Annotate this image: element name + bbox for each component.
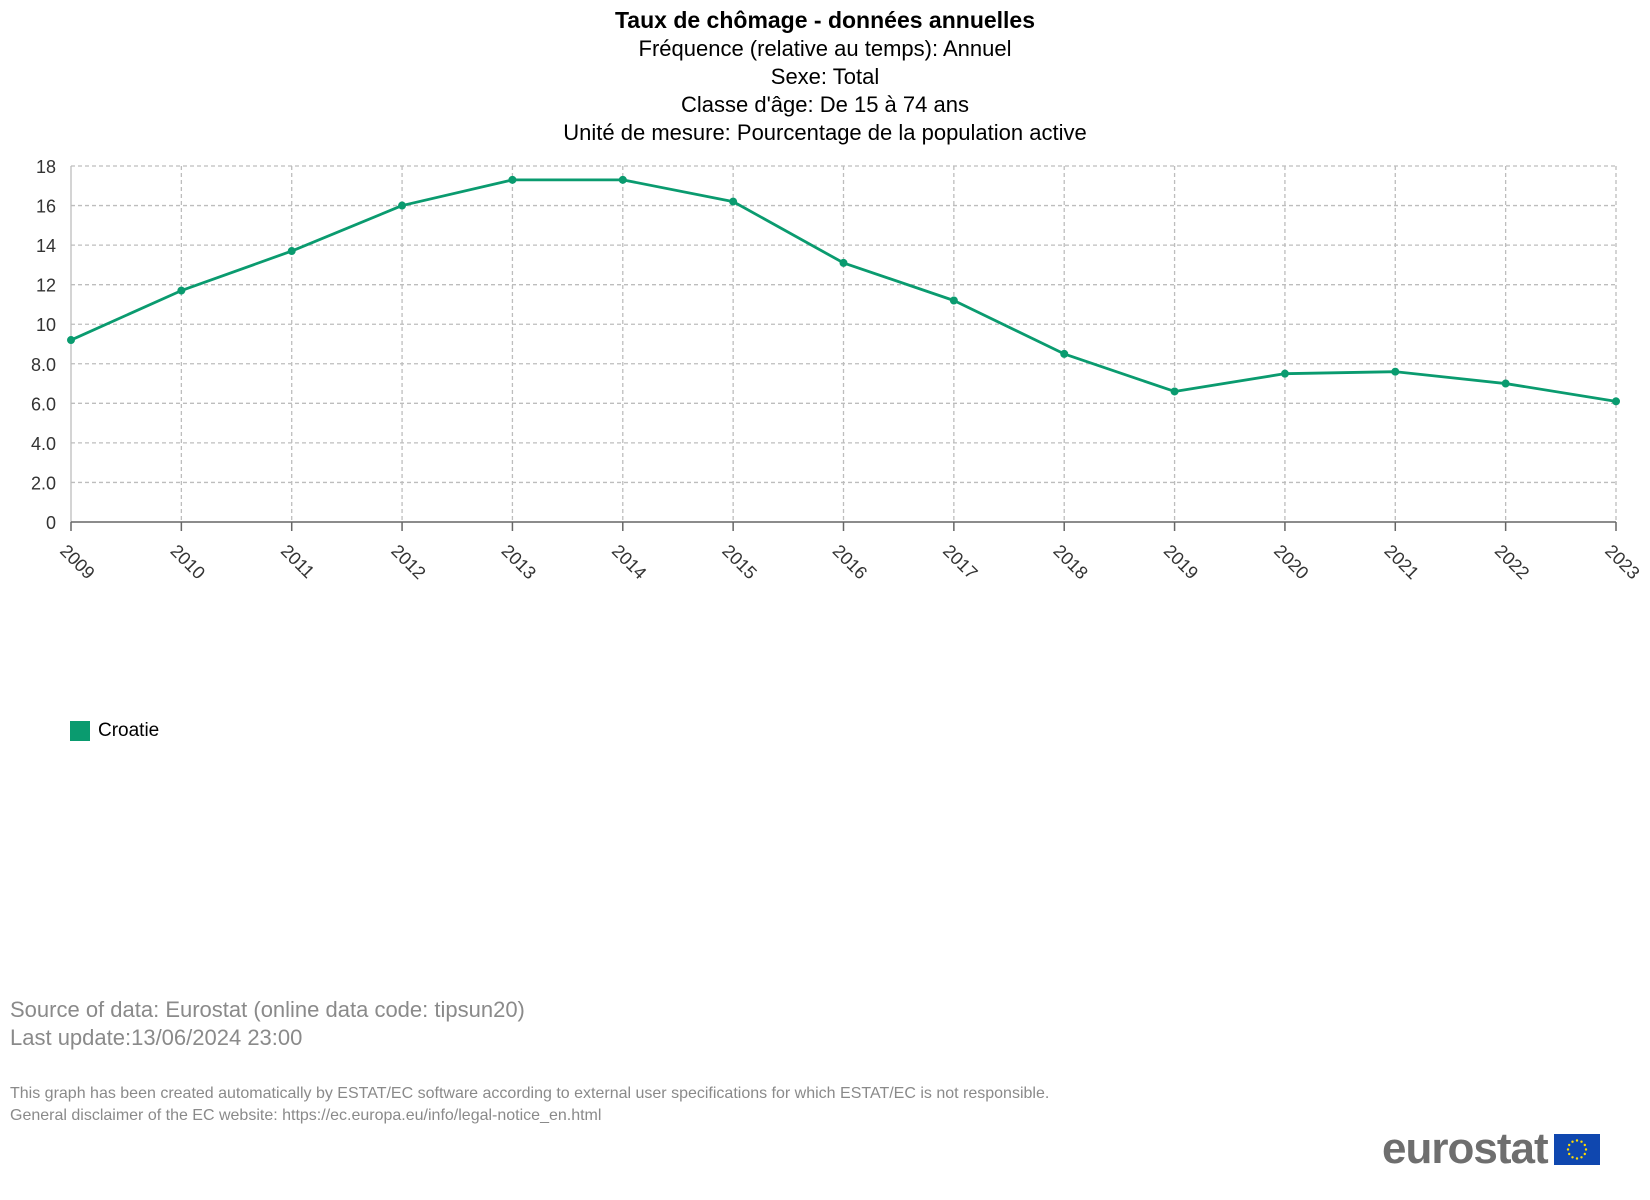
y-tick-label: 6.0 xyxy=(31,394,56,414)
flag-star xyxy=(1583,1143,1586,1146)
data-point xyxy=(398,201,407,210)
data-point xyxy=(618,175,627,184)
chart-header: Taux de chômage - données annuelles Fréq… xyxy=(0,6,1650,147)
disclaimer-block: This graph has been created automaticall… xyxy=(10,1083,1049,1127)
data-point xyxy=(729,197,738,206)
data-point xyxy=(177,286,186,295)
y-tick-label: 14 xyxy=(36,236,56,256)
eu-flag-icon xyxy=(1553,1133,1600,1165)
flag-star xyxy=(1575,1156,1578,1160)
x-tick-label: 2020 xyxy=(1270,541,1312,583)
data-point xyxy=(1060,349,1069,358)
legend-swatch xyxy=(70,721,90,741)
x-tick-label: 2022 xyxy=(1491,541,1533,583)
y-tick-label: 2.0 xyxy=(31,473,56,493)
flag-star xyxy=(1567,1143,1570,1146)
flag-star xyxy=(1579,1140,1583,1143)
last-update-text: Last update:13/06/2024 23:00 xyxy=(10,1025,303,1050)
y-tick-label: 12 xyxy=(36,276,56,296)
data-point xyxy=(1280,369,1289,378)
chart-title: Taux de chômage - données annuelles xyxy=(614,7,1036,33)
flag-star xyxy=(1570,1140,1574,1143)
source-block: Source of data: Eurostat (online data co… xyxy=(10,996,525,1052)
x-tick-label: 2014 xyxy=(608,541,650,583)
y-tick-label: 0 xyxy=(46,513,56,533)
logo-text: eurostat xyxy=(1382,1124,1549,1173)
x-tick-label: 2018 xyxy=(1049,541,1091,583)
data-point xyxy=(839,258,848,267)
source-text: Source of data: Eurostat (online data co… xyxy=(10,997,525,1022)
y-tick-label: 18 xyxy=(36,157,56,177)
x-tick-label: 2016 xyxy=(829,541,871,583)
x-tick-label: 2017 xyxy=(939,541,981,583)
flag-star xyxy=(1566,1147,1569,1151)
x-tick-label: 2015 xyxy=(718,541,760,583)
data-point xyxy=(1391,367,1400,376)
x-tick-label: 2021 xyxy=(1380,541,1422,583)
legend-label-croatie: Croatie xyxy=(98,720,160,741)
y-tick-label: 10 xyxy=(36,315,56,335)
data-point xyxy=(67,336,75,345)
chart-subtitle-frequency: Fréquence (relative au temps): Annuel xyxy=(638,36,1012,61)
data-point xyxy=(1501,379,1510,388)
flag-star xyxy=(1567,1152,1570,1155)
x-tick-label: 2011 xyxy=(277,541,319,583)
flag-star xyxy=(1570,1155,1574,1158)
x-tick-label: 2010 xyxy=(167,541,209,583)
y-tick-label: 8.0 xyxy=(31,355,56,375)
chart-subtitle-sex: Sexe: Total xyxy=(770,64,880,89)
legend: Croatie xyxy=(70,720,159,742)
data-point xyxy=(1170,387,1179,396)
line-chart: 0 2.0 4.0 6.0 8.0 10 12 14 16 18 2009 2010 2011 2012 2… xyxy=(31,157,1644,583)
x-tick-label: 2013 xyxy=(498,541,540,583)
chart-subtitle-unit: Unité de mesure: Pourcentage de la popul… xyxy=(563,120,1087,145)
data-point xyxy=(508,175,517,184)
data-point xyxy=(1612,397,1620,406)
x-tick-label: 2019 xyxy=(1160,541,1202,583)
x-tick-label: 2009 xyxy=(56,541,98,583)
flag-star xyxy=(1575,1138,1578,1142)
y-tick-label: 4.0 xyxy=(31,434,56,454)
x-tick-label: 2012 xyxy=(387,541,429,583)
flag-star xyxy=(1579,1155,1583,1158)
disclaimer-text: This graph has been created automaticall… xyxy=(10,1085,1050,1102)
data-point xyxy=(287,247,296,256)
flag-star xyxy=(1583,1152,1586,1155)
x-tick-label: 2023 xyxy=(1601,541,1643,583)
eurostat-logo: eurostat xyxy=(1382,1127,1600,1171)
y-tick-label: 16 xyxy=(36,197,56,217)
data-point xyxy=(949,296,958,305)
series-line-croatie xyxy=(70,178,1617,403)
flag-star xyxy=(1584,1147,1587,1151)
chart-subtitle-age: Classe d'âge: De 15 à 74 ans xyxy=(681,92,969,117)
legal-notice-text: General disclaimer of the EC website: ht… xyxy=(10,1107,602,1124)
